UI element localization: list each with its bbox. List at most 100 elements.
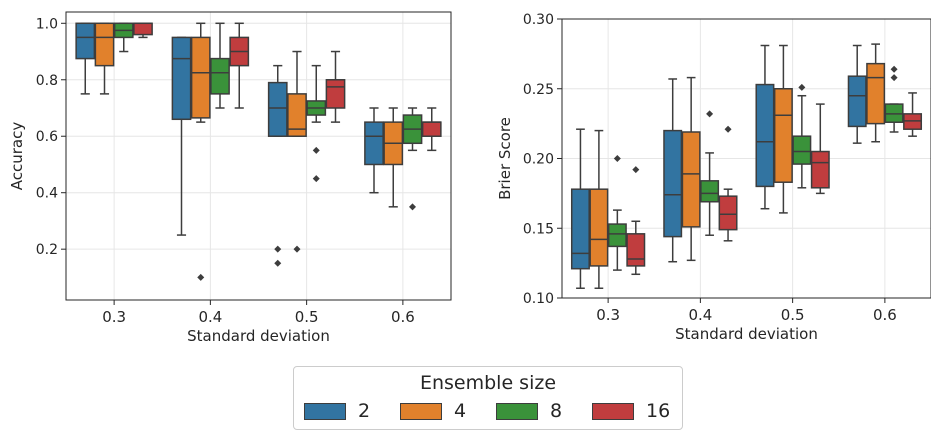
legend-item-16: 16: [592, 400, 688, 422]
brier-box-s16-x0-4-outlier-0: [724, 125, 732, 133]
accuracy-ytick-label-0-4: 0.4: [36, 186, 58, 202]
brier-box-s8-x0-3-outlier-0: [613, 155, 621, 162]
accuracy-box-s4-x0-5-outlier-0: [293, 245, 301, 253]
accuracy-box-s8-x0-6: [402, 107, 423, 211]
brier-box-s4-x0-6-iqr: [866, 62, 886, 125]
legend-swatch-16: [592, 402, 634, 420]
brier-box-s2-x0-3-iqr: [570, 188, 590, 270]
accuracy-ytick-label-0-6: 0.6: [36, 129, 58, 145]
legend-swatch-8: [496, 402, 538, 420]
accuracy-box-s4-x0-6: [383, 107, 404, 208]
brier-xtick-label-0-3: 0.3: [596, 306, 620, 324]
accuracy-box-s16-x0-6-iqr: [421, 121, 442, 137]
brier-ytick-label-0-3: 0.30: [523, 12, 554, 28]
legend-label-16: 16: [646, 400, 671, 422]
accuracy-box-s8-x0-4-iqr: [210, 57, 230, 95]
brier-box-s2-x0-6-iqr: [847, 75, 867, 128]
brier-box-s16-x0-4-iqr: [718, 195, 738, 231]
brier-box-s16-x0-6: [903, 92, 923, 137]
legend-label-2: 2: [358, 400, 371, 422]
accuracy-xaxis-label: Standard deviation: [187, 327, 330, 345]
accuracy-box-s2-x0-5-outlier-0: [274, 245, 282, 253]
accuracy-box-s16-x0-4: [229, 22, 250, 109]
legend-item-4: 4: [400, 400, 496, 422]
legend-swatch-2: [304, 402, 346, 420]
accuracy-box-s4-x0-3-iqr: [94, 22, 115, 67]
legend-item-2: 2: [304, 400, 400, 422]
brier-box-s2-x0-6: [847, 44, 867, 144]
accuracy-box-s2-x0-5-iqr: [267, 81, 288, 137]
brier-yaxis-label: Brier Score: [496, 117, 514, 200]
brier-ytick-label-0-2: 0.20: [523, 152, 554, 168]
accuracy-box-s2-x0-5-outlier-1: [274, 259, 282, 267]
accuracy-yaxis-label: Accuracy: [8, 122, 26, 191]
accuracy-xtick-label-0-6: 0.6: [391, 308, 415, 326]
accuracy-box-s4-x0-4-iqr: [190, 36, 211, 119]
brier-xaxis-label: Standard deviation: [675, 325, 818, 343]
accuracy-box-s8-x0-6-outlier-0: [409, 203, 416, 211]
brier-box-s2-x0-3: [570, 128, 590, 289]
brier-box-s8-x0-5-iqr: [792, 135, 812, 165]
brier-box-s4-x0-4: [681, 76, 701, 262]
brier-ytick-label-0-15: 0.15: [523, 221, 554, 237]
accuracy-box-s2-x0-6-iqr: [364, 121, 384, 166]
accuracy-box-s16-x0-5-iqr: [325, 79, 346, 109]
accuracy-panel: 0.2 0.4 0.6 0.8 1.0 0.3 0.4 0.5 0.6 Standard devi…: [8, 11, 452, 345]
brier-score-panel: 0.10 0.15 0.20 0.25 0.30 0.3 0.4 0.5 0.6 Standard…: [496, 12, 931, 343]
brier-box-s8-x0-4-outlier-0: [706, 110, 714, 118]
accuracy-box-s2-x0-4: [171, 36, 192, 236]
brier-box-s4-x0-3: [589, 129, 609, 289]
accuracy-box-s2-x0-4-iqr: [171, 36, 192, 121]
accuracy-box-s8-x0-4: [210, 22, 230, 109]
brier-box-s8-x0-5-outlier-0: [798, 83, 806, 91]
legend-label-8: 8: [550, 400, 563, 422]
accuracy-box-s8-x0-5: [306, 64, 327, 183]
accuracy-xtick-label-0-4: 0.4: [198, 308, 222, 326]
brier-box-s8-x0-6-outlier-1: [890, 74, 898, 82]
accuracy-box-s2-x0-3-iqr: [75, 22, 96, 60]
brier-box-s4-x0-6: [866, 43, 886, 143]
brier-box-s4-x0-5: [773, 44, 793, 214]
brier-box-s2-x0-5-iqr: [755, 83, 775, 188]
accuracy-box-s8-x0-3: [113, 22, 134, 53]
accuracy-box-s2-x0-3: [75, 22, 96, 95]
accuracy-box-s16-x0-5: [325, 50, 346, 123]
brier-box-s4-x0-3-iqr: [589, 188, 609, 267]
brier-box-s16-x0-4: [718, 125, 738, 242]
brier-box-s16-x0-3-outlier-0: [632, 166, 640, 174]
accuracy-box-s2-x0-6: [364, 107, 384, 194]
brier-box-s4-x0-4-iqr: [681, 131, 701, 228]
accuracy-box-s4-x0-4: [190, 22, 211, 281]
brier-box-s2-x0-4: [663, 78, 683, 263]
brier-box-s16-x0-5-iqr: [810, 150, 830, 189]
legend-items: 2 4 8 16: [304, 400, 688, 422]
accuracy-box-s16-x0-3: [133, 22, 153, 39]
brier-box-s2-x0-5: [755, 44, 775, 210]
brier-box-s8-x0-3: [607, 155, 627, 271]
brier-box-s8-x0-5: [792, 83, 812, 189]
brier-box-s8-x0-4-iqr: [700, 180, 720, 203]
accuracy-box-s4-x0-4-outlier-0: [197, 273, 205, 281]
brier-ytick-label-0-25: 0.25: [523, 82, 554, 98]
legend-label-4: 4: [454, 400, 467, 422]
accuracy-box-s16-x0-6: [421, 107, 442, 152]
brier-box-s2-x0-4-iqr: [663, 129, 683, 238]
accuracy-ytick-label-0-2: 0.2: [36, 242, 58, 258]
accuracy-ytick-label-1: 1.0: [36, 16, 58, 32]
legend-swatch-4: [400, 402, 442, 420]
brier-box-s16-x0-5: [810, 103, 830, 195]
legend-item-8: 8: [496, 400, 592, 422]
brier-xtick-label-0-4: 0.4: [688, 306, 712, 324]
brier-box-s16-x0-3: [626, 166, 646, 276]
brier-box-s4-x0-5-iqr: [773, 88, 793, 183]
accuracy-xtick-label-0-5: 0.5: [295, 308, 319, 326]
accuracy-axes-frame: [65, 11, 452, 301]
brier-box-s8-x0-3-iqr: [607, 223, 627, 248]
accuracy-box-s4-x0-5: [287, 50, 307, 253]
brier-box-s8-x0-6-outlier-0: [890, 65, 898, 73]
accuracy-box-s8-x0-5-outlier-0: [312, 146, 320, 154]
legend-title: Ensemble size: [419, 372, 557, 394]
accuracy-xtick-label-0-3: 0.3: [102, 308, 126, 326]
accuracy-box-s8-x0-5-outlier-1: [312, 175, 320, 183]
brier-box-s8-x0-6: [884, 65, 904, 133]
